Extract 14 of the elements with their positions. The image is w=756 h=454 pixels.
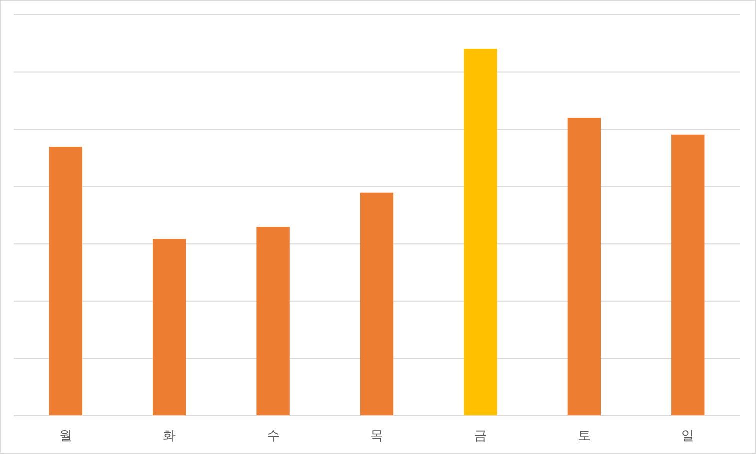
bar xyxy=(360,192,394,416)
x-tick-label: 토 xyxy=(578,429,591,444)
bar xyxy=(464,48,498,416)
bar xyxy=(49,146,82,416)
bar xyxy=(256,226,290,416)
x-tick-label: 목 xyxy=(370,429,384,444)
x-tick-label: 화 xyxy=(163,429,176,444)
bar xyxy=(152,239,186,416)
x-tick-label: 일 xyxy=(682,429,695,444)
x-tick-label: 금 xyxy=(474,429,488,444)
bar xyxy=(568,118,602,416)
x-tick-label: 수 xyxy=(266,429,280,444)
bar xyxy=(672,134,705,416)
x-tick-label: 월 xyxy=(59,429,72,444)
